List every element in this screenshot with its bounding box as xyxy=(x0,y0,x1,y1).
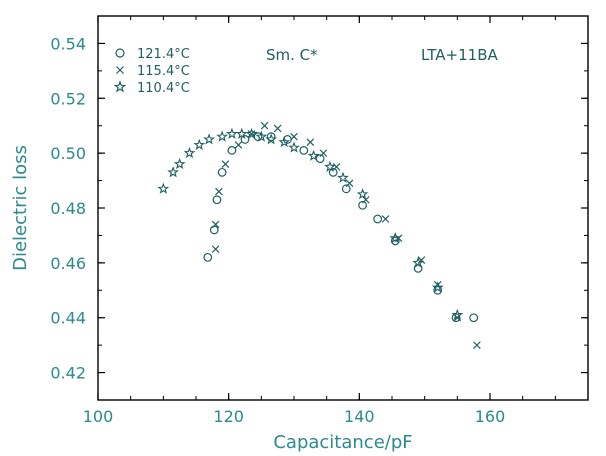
data-point-x xyxy=(332,163,341,171)
data-point-x xyxy=(273,124,282,133)
legend-item-115-4: 115.4°C xyxy=(116,64,190,79)
data-point-star xyxy=(356,188,369,200)
y-tick-label: 0.50 xyxy=(50,144,86,163)
data-point-circle xyxy=(373,214,383,224)
data-point-star xyxy=(451,308,464,320)
series-star xyxy=(157,127,464,320)
data-point-star xyxy=(255,130,268,142)
x-tick-label: 120 xyxy=(213,407,244,426)
data-point-circle xyxy=(227,145,237,155)
x-tick-label: 140 xyxy=(344,407,375,426)
data-point-circle xyxy=(203,252,213,262)
data-point-star xyxy=(278,135,291,148)
legend: 121.4°C 115.4°C 110.4°C xyxy=(113,47,190,96)
data-point-star xyxy=(173,157,186,170)
x-axis-title: Capacitance/pF xyxy=(273,432,412,453)
data-point-circle xyxy=(469,313,479,323)
data-point-star xyxy=(307,149,320,161)
data-point-star xyxy=(203,133,215,145)
data-point-x xyxy=(417,256,426,264)
data-point-x xyxy=(215,187,223,196)
y-tick-label: 0.52 xyxy=(50,89,86,108)
data-point-star xyxy=(288,141,300,153)
data-point-star xyxy=(245,127,258,139)
data-point-star xyxy=(193,138,206,150)
data-point-star xyxy=(337,171,349,183)
y-axis-ticks: 0.42 0.44 0.46 0.48 0.50 0.52 0.54 xyxy=(50,15,588,401)
data-point-circle xyxy=(212,195,222,205)
data-point-x xyxy=(473,341,481,349)
y-tick-label: 0.48 xyxy=(50,199,86,218)
y-tick-label: 0.46 xyxy=(50,254,86,273)
data-point-x xyxy=(319,149,328,157)
data-point-circle xyxy=(328,167,338,177)
data-point-x xyxy=(221,160,230,168)
data-point-x xyxy=(433,280,442,289)
legend-circle-marker xyxy=(115,48,125,58)
x-tick-label: 100 xyxy=(83,407,114,426)
data-point-star xyxy=(167,166,180,178)
data-point-star xyxy=(235,127,248,139)
legend-star-marker xyxy=(113,80,127,93)
data-point-circle xyxy=(240,135,250,144)
data-point-star xyxy=(226,127,238,139)
data-point-star xyxy=(216,130,229,142)
data-points xyxy=(157,121,481,349)
y-tick-label: 0.44 xyxy=(50,309,86,328)
data-point-x xyxy=(234,141,243,149)
legend-label-121-4: 121.4°C xyxy=(137,47,190,62)
data-point-x xyxy=(345,179,354,188)
data-point-x xyxy=(306,138,315,146)
data-point-circle xyxy=(433,285,443,295)
data-point-star xyxy=(412,256,425,268)
legend-label-115-4: 115.4°C xyxy=(137,64,190,79)
legend-item-121-4: 121.4°C xyxy=(115,47,190,62)
y-tick-label: 0.54 xyxy=(50,34,86,53)
data-point-star xyxy=(324,160,336,172)
data-point-star xyxy=(183,146,196,159)
data-point-star xyxy=(265,133,278,145)
data-point-x xyxy=(290,132,298,141)
data-point-circle xyxy=(341,184,351,194)
legend-item-110-4: 110.4°C xyxy=(113,80,190,96)
data-point-circle xyxy=(266,132,276,142)
phase-annotation: Sm. C* xyxy=(266,46,318,64)
legend-x-marker xyxy=(116,66,124,74)
y-axis-title: Dielectric loss xyxy=(10,145,31,271)
data-point-star xyxy=(389,231,402,244)
legend-label-110-4: 110.4°C xyxy=(137,81,190,96)
data-point-circle xyxy=(390,236,400,246)
x-axis-ticks: 100 120 140 160 xyxy=(83,16,589,426)
y-tick-label: 0.42 xyxy=(50,364,86,383)
x-tick-label: 160 xyxy=(475,407,506,426)
data-point-star xyxy=(157,182,170,194)
data-point-circle xyxy=(299,145,309,155)
sample-annotation: LTA+11BA xyxy=(421,46,498,64)
data-point-x xyxy=(211,245,220,253)
data-point-star xyxy=(431,281,444,293)
data-point-circle xyxy=(217,167,227,177)
data-point-x xyxy=(211,220,220,229)
data-point-x xyxy=(260,121,269,130)
data-point-circle xyxy=(358,200,368,210)
data-point-x xyxy=(381,215,390,223)
